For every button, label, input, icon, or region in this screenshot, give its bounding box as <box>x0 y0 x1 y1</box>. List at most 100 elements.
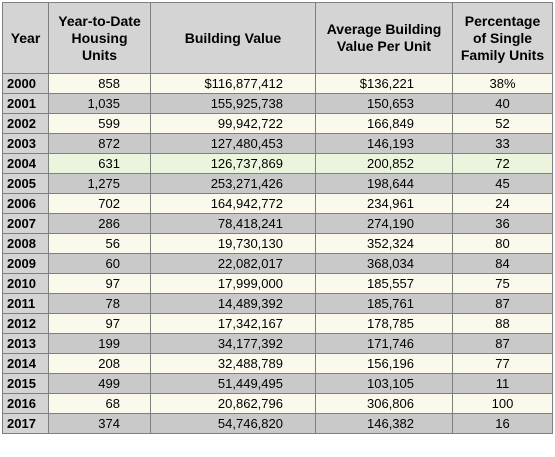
year-cell: 2004 <box>2 153 49 174</box>
data-cell: 14,489,392 <box>150 293 316 314</box>
year-cell: 2013 <box>2 333 49 354</box>
data-cell: 36 <box>452 213 553 234</box>
year-cell: 2015 <box>2 373 49 394</box>
year-cell: 2010 <box>2 273 49 294</box>
data-cell: 45 <box>452 173 553 194</box>
table-row: 2009 60 22,082,017 368,034 84 <box>2 253 553 274</box>
data-cell: 156,196 <box>315 353 453 374</box>
data-cell: 234,961 <box>315 193 453 214</box>
table-row: 2016 68 20,862,796 306,806 100 <box>2 393 553 414</box>
data-cell: 34,177,392 <box>150 333 316 354</box>
table-row: 2017 374 54,746,820 146,382 16 <box>2 413 553 434</box>
data-cell: 155,925,738 <box>150 93 316 114</box>
data-cell: 99,942,722 <box>150 113 316 134</box>
data-cell: $116,877,412 <box>150 73 316 94</box>
data-cell: 499 <box>48 373 151 394</box>
data-cell: 274,190 <box>315 213 453 234</box>
year-cell: 2005 <box>2 173 49 194</box>
data-cell: 38% <box>452 73 553 94</box>
data-cell: 84 <box>452 253 553 274</box>
data-cell: 185,557 <box>315 273 453 294</box>
data-cell: 103,105 <box>315 373 453 394</box>
data-table: Year Year-to-Date Housing Units Building V… <box>2 2 553 434</box>
table-row: 2005 1,275 253,271,426 198,644 45 <box>2 173 553 194</box>
data-cell: 702 <box>48 193 151 214</box>
data-cell: 33 <box>452 133 553 154</box>
data-cell: 286 <box>48 213 151 234</box>
data-cell: 253,271,426 <box>150 173 316 194</box>
data-cell: 32,488,789 <box>150 353 316 374</box>
data-cell: 872 <box>48 133 151 154</box>
table-row: 2010 97 17,999,000 185,557 75 <box>2 273 553 294</box>
year-cell: 2008 <box>2 233 49 254</box>
year-cell: 2017 <box>2 413 49 434</box>
data-cell: 1,275 <box>48 173 151 194</box>
column-header: Percentage of Single Family Units <box>452 2 553 74</box>
data-cell: 374 <box>48 413 151 434</box>
table-row: 2000 858 $116,877,412 $136,221 38% <box>2 73 553 94</box>
data-cell: 97 <box>48 313 151 334</box>
data-cell: 24 <box>452 193 553 214</box>
data-cell: 199 <box>48 333 151 354</box>
data-cell: 80 <box>452 233 553 254</box>
data-cell: 150,653 <box>315 93 453 114</box>
data-cell: 352,324 <box>315 233 453 254</box>
year-cell: 2007 <box>2 213 49 234</box>
data-cell: 22,082,017 <box>150 253 316 274</box>
table-row: 2014 208 32,488,789 156,196 77 <box>2 353 553 374</box>
data-cell: 11 <box>452 373 553 394</box>
table-row: 2012 97 17,342,167 178,785 88 <box>2 313 553 334</box>
table-row: 2015 499 51,449,495 103,105 11 <box>2 373 553 394</box>
column-header: Building Value <box>150 2 316 74</box>
data-cell: 68 <box>48 393 151 414</box>
data-cell: 631 <box>48 153 151 174</box>
data-cell: 51,449,495 <box>150 373 316 394</box>
data-cell: 19,730,130 <box>150 233 316 254</box>
data-cell: 146,382 <box>315 413 453 434</box>
data-cell: 178,785 <box>315 313 453 334</box>
column-header: Year <box>2 2 49 74</box>
data-cell: 78 <box>48 293 151 314</box>
data-cell: 858 <box>48 73 151 94</box>
data-cell: 54,746,820 <box>150 413 316 434</box>
table-row: 2008 56 19,730,130 352,324 80 <box>2 233 553 254</box>
data-cell: 126,737,869 <box>150 153 316 174</box>
data-cell: 306,806 <box>315 393 453 414</box>
table-row: 2013 199 34,177,392 171,746 87 <box>2 333 553 354</box>
year-cell: 2000 <box>2 73 49 94</box>
data-cell: 208 <box>48 353 151 374</box>
data-cell: 87 <box>452 333 553 354</box>
data-cell: 185,761 <box>315 293 453 314</box>
header-row: Year Year-to-Date Housing Units Building V… <box>2 2 553 74</box>
data-cell: 16 <box>452 413 553 434</box>
data-cell: 100 <box>452 393 553 414</box>
data-cell: 52 <box>452 113 553 134</box>
year-cell: 2009 <box>2 253 49 274</box>
year-cell: 2003 <box>2 133 49 154</box>
data-cell: 200,852 <box>315 153 453 174</box>
data-cell: 146,193 <box>315 133 453 154</box>
year-cell: 2006 <box>2 193 49 214</box>
year-cell: 2014 <box>2 353 49 374</box>
data-cell: 171,746 <box>315 333 453 354</box>
data-cell: 60 <box>48 253 151 274</box>
data-cell: 166,849 <box>315 113 453 134</box>
data-cell: 87 <box>452 293 553 314</box>
data-cell: 56 <box>48 233 151 254</box>
column-header: Average Building Value Per Unit <box>315 2 453 74</box>
table-row: 2002 599 99,942,722 166,849 52 <box>2 113 553 134</box>
data-cell: 1,035 <box>48 93 151 114</box>
data-cell: 17,342,167 <box>150 313 316 334</box>
data-cell: 368,034 <box>315 253 453 274</box>
data-cell: 127,480,453 <box>150 133 316 154</box>
year-cell: 2001 <box>2 93 49 114</box>
data-cell: 75 <box>452 273 553 294</box>
data-cell: 97 <box>48 273 151 294</box>
table-row: 2011 78 14,489,392 185,761 87 <box>2 293 553 314</box>
data-cell: 198,644 <box>315 173 453 194</box>
table-row: 2007 286 78,418,241 274,190 36 <box>2 213 553 234</box>
data-cell: 77 <box>452 353 553 374</box>
year-cell: 2011 <box>2 293 49 314</box>
data-cell: 164,942,772 <box>150 193 316 214</box>
